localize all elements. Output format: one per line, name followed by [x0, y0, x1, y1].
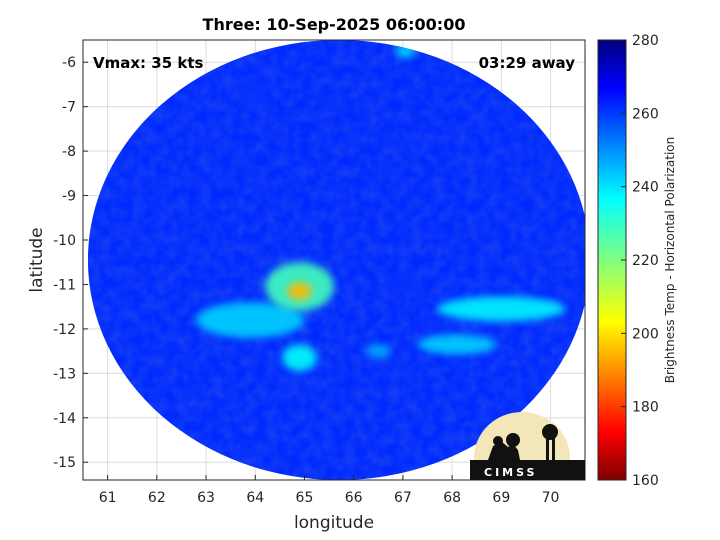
x-tick-label: 66	[345, 490, 363, 506]
time-away-annotation: 03:29 away	[479, 54, 576, 72]
cimss-logo: CIMSS	[470, 412, 585, 480]
feature-west-arc	[196, 302, 305, 338]
y-tick-label: -12	[53, 322, 76, 338]
vmax-annotation: Vmax: 35 kts	[93, 54, 203, 72]
feature-east-band-2	[417, 334, 497, 355]
x-tick-label: 67	[394, 490, 412, 506]
y-tick-label: -8	[62, 144, 76, 160]
colorbar-tick-label: 240	[632, 180, 659, 196]
y-tick-label: -11	[53, 277, 76, 293]
x-tick-label: 70	[542, 490, 560, 506]
y-tick-label: -14	[53, 411, 76, 427]
y-ticks: -6 -7 -8 -9 -10 -11 -12 -13 -14 -15	[53, 55, 88, 471]
y-tick-label: -9	[62, 189, 76, 205]
logo-text: CIMSS	[484, 466, 537, 479]
x-tick-label: 68	[443, 490, 461, 506]
x-tick-label: 63	[197, 490, 215, 506]
colorbar-tick-label: 160	[632, 473, 659, 489]
chart-title: Three: 10-Sep-2025 06:00:00	[203, 15, 466, 34]
swath-texture	[87, 40, 585, 480]
colorbar-tick-label: 200	[632, 326, 659, 342]
colorbar-tick-label: 280	[632, 33, 659, 49]
colorbar-ticks: 280 260 240 220 200 180 160	[621, 33, 659, 489]
y-tick-label: -10	[53, 233, 76, 249]
plot-area	[83, 40, 585, 480]
feature-east-fleck	[365, 344, 391, 358]
swath-image	[87, 40, 585, 480]
x-tick-label: 61	[99, 490, 117, 506]
y-tick-label: -7	[62, 100, 76, 116]
x-tick-label: 64	[246, 490, 264, 506]
x-tick-label: 69	[492, 490, 510, 506]
colorbar-label: Brightness Temp - Horizontal Polarizatio…	[663, 137, 677, 384]
feature-core	[287, 282, 312, 300]
feature-east-band-1	[437, 296, 566, 322]
colorbar-tick-label: 260	[632, 106, 659, 122]
x-ticks: 61 62 63 64 65 66 67 68 69 70	[99, 475, 560, 506]
x-tick-label: 65	[296, 490, 314, 506]
y-axis-label: latitude	[27, 227, 47, 292]
plot-frame	[82, 39, 586, 481]
colorbar-tick-label: 220	[632, 253, 659, 269]
x-tick-label: 62	[148, 490, 166, 506]
feature-north-fleck	[395, 44, 416, 58]
feature-south-cell	[282, 344, 317, 372]
y-tick-label: -13	[53, 366, 76, 382]
colorbar: 280 260 240 220 200 180 160 Brightness Temp - …	[597, 33, 677, 489]
y-tick-label: -15	[53, 455, 76, 471]
colorbar-tick-label: 180	[632, 400, 659, 416]
x-axis-label: longitude	[294, 513, 374, 533]
y-tick-label: -6	[62, 55, 76, 71]
